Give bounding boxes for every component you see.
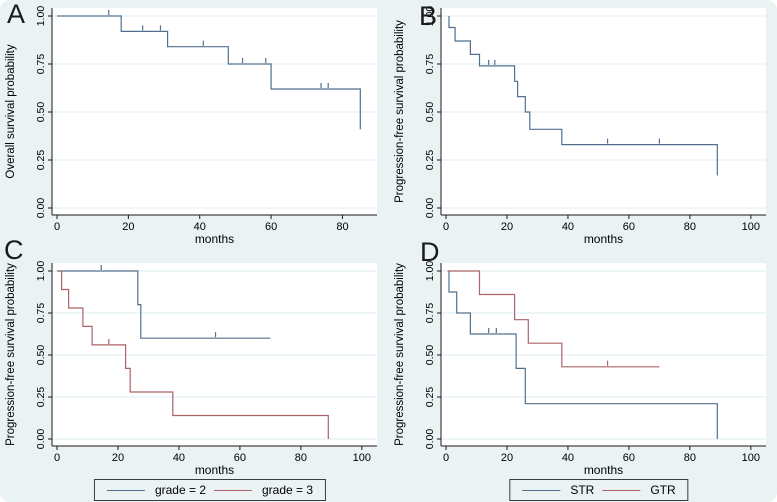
panel-c-letter: C: [4, 235, 24, 265]
km-curve-GTR-1: [447, 270, 660, 368]
y-tick-label: 1.00: [424, 261, 436, 282]
y-axis-title: Progression-free survival probability: [5, 263, 17, 446]
x-tick-label: 80: [295, 452, 307, 464]
km-curve-A-0: [57, 15, 361, 130]
y-tick-label: 0.50: [35, 345, 47, 366]
x-tick-label: 40: [562, 221, 574, 233]
y-tick-label: 0.00: [424, 429, 436, 450]
x-tick-label: 100: [742, 221, 760, 233]
y-tick-label: 0.00: [35, 429, 47, 450]
y-tick-label: 0.25: [424, 387, 436, 408]
km-plot-overall-survival: 0.00 0.25 0.50 0.75 1.00 0 20 40 60 80 months Overa…: [5, 6, 377, 246]
y-axis-title: Progression-free survival probability: [394, 20, 406, 203]
gtr-legend-label: GTR: [650, 483, 676, 497]
panel-b-progression-free-survival: 0.00 0.25 0.50 0.75 1.00 0 20 40 60 80 100 months Pr…: [389, 0, 777, 251]
y-tick-label: 0.00: [35, 198, 47, 219]
x-tick-label: 40: [194, 221, 206, 233]
y-tick-label: 0.50: [424, 102, 436, 123]
panel-a-letter: A: [7, 0, 26, 29]
grade2-line-swatch: [106, 489, 145, 491]
y-tick-label: 0.25: [35, 387, 47, 408]
x-axis-title: months: [195, 463, 234, 477]
x-tick-label: 0: [443, 221, 449, 233]
x-axis-title: months: [584, 463, 623, 477]
km-curve-STR-0: [448, 271, 718, 439]
grade3-line-swatch: [214, 489, 252, 491]
x-tick-label: 60: [234, 452, 246, 464]
panel-d-letter: D: [420, 237, 440, 267]
str-legend-label: STR: [570, 483, 595, 497]
y-tick-label: 0.75: [35, 303, 47, 324]
str-line-swatch: [522, 489, 561, 491]
x-tick-label: 0: [54, 452, 60, 464]
x-tick-label: 20: [501, 452, 513, 464]
km-curve-B-0: [448, 16, 718, 176]
km-curve-grade = 2-0: [57, 270, 271, 339]
y-tick-label: 0.75: [424, 54, 436, 75]
x-tick-label: 60: [623, 452, 635, 464]
x-tick-label: 80: [336, 221, 348, 233]
x-tick-label: 80: [684, 221, 696, 233]
grade3-legend-label: grade = 3: [262, 483, 314, 497]
x-axis-title: months: [584, 232, 623, 246]
y-tick-label: 1.00: [35, 261, 47, 282]
x-tick-label: 80: [684, 452, 696, 464]
y-tick-label: 0.00: [424, 198, 436, 219]
y-tick-label: 0.50: [35, 102, 47, 123]
x-tick-label: 20: [122, 221, 134, 233]
y-tick-label: 0.50: [424, 345, 436, 366]
y-axis-title: Progression-free survival probability: [394, 263, 406, 446]
y-tick-label: 1.00: [424, 6, 436, 27]
x-tick-label: 40: [562, 452, 574, 464]
x-tick-label: 0: [443, 452, 449, 464]
x-axis-title: months: [195, 232, 234, 246]
gtr-line-swatch: [602, 489, 641, 491]
km-plot-progression-free-all: 0.00 0.25 0.50 0.75 1.00 0 20 40 60 80 100 months Pr…: [394, 6, 766, 246]
x-tick-label: 40: [173, 452, 185, 464]
panel-d-progression-free-by-resection: 0.00 0.25 0.50 0.75 1.00 0 20 40 60 80 100 months Pr…: [389, 251, 777, 502]
y-tick-label: 0.25: [35, 150, 47, 171]
x-tick-label: 20: [112, 452, 124, 464]
legend-resection: STR GTR: [509, 479, 689, 501]
y-tick-label: 0.75: [35, 54, 47, 75]
panel-c-progression-free-by-grade: 0.00 0.25 0.50 0.75 1.00 0 20 40 60 80 100 months Pr…: [0, 251, 388, 502]
panel-b-letter: B: [419, 1, 438, 31]
y-tick-label: 1.00: [35, 6, 47, 27]
y-tick-label: 0.75: [424, 303, 436, 324]
x-tick-label: 60: [265, 221, 277, 233]
x-tick-label: 60: [623, 221, 635, 233]
y-tick-label: 0.25: [424, 150, 436, 171]
x-tick-label: 100: [742, 452, 760, 464]
km-curve-grade = 3-1: [58, 270, 329, 439]
x-tick-label: 20: [501, 221, 513, 233]
x-tick-label: 100: [353, 452, 371, 464]
legend-grade: grade = 2 grade = 3: [93, 479, 327, 501]
x-tick-label: 0: [54, 221, 60, 233]
y-axis-title: Overall survival probability: [5, 44, 17, 178]
km-plot-by-resection: 0.00 0.25 0.50 0.75 1.00 0 20 40 60 80 100 months Pr…: [394, 261, 766, 477]
km-plot-by-grade: 0.00 0.25 0.50 0.75 1.00 0 20 40 60 80 100 months Pr…: [5, 261, 377, 477]
panel-a-overall-survival: 0.00 0.25 0.50 0.75 1.00 0 20 40 60 80 months Overa…: [0, 0, 388, 251]
grade2-legend-label: grade = 2: [154, 483, 206, 497]
